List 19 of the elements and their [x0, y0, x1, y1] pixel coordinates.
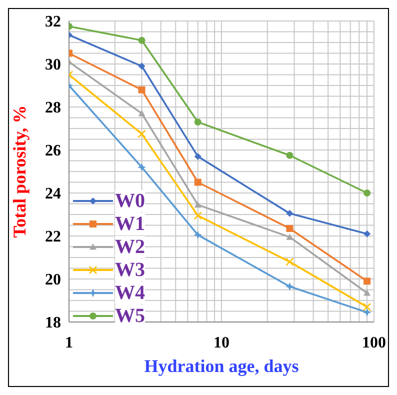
y-axis-title: Total porosity, %	[9, 105, 30, 238]
y-tick-label: 24	[45, 186, 61, 203]
legend-label: W0	[115, 190, 145, 212]
y-tick-label: 30	[45, 56, 61, 74]
legend-label: W5	[115, 304, 145, 326]
legend-label: W2	[115, 236, 145, 258]
y-tick-label: 32	[45, 14, 61, 31]
x-axis-title: Hydration age, days	[144, 356, 299, 376]
x-tick-label: 10	[214, 334, 230, 352]
x-tick-label: 1	[65, 334, 73, 352]
legend-label: W3	[115, 258, 145, 280]
y-tick-label: 20	[45, 272, 61, 289]
y-tick-label: 28	[45, 100, 61, 117]
legend-label: W4	[115, 282, 145, 304]
y-tick-label: 18	[45, 314, 61, 332]
legend-label: W1	[115, 212, 145, 234]
y-tick-label: 26	[45, 142, 61, 160]
y-tick-label: 22	[45, 228, 61, 246]
x-tick-label: 100	[362, 334, 386, 352]
